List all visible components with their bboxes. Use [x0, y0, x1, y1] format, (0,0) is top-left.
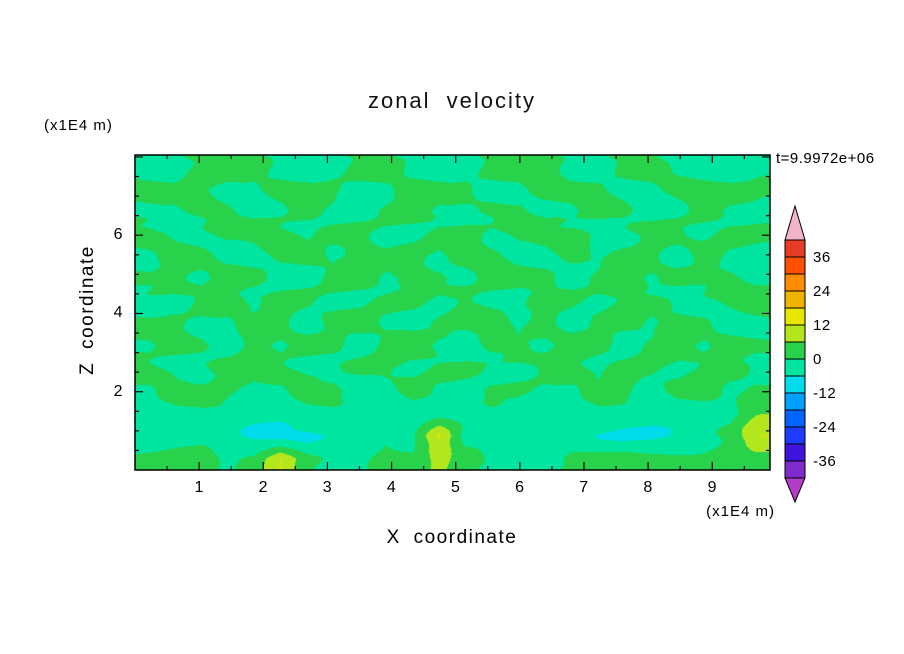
contour-field	[135, 155, 770, 470]
y-axis-units-label: (x1E4 m)	[44, 117, 113, 134]
y-tick-label: 6	[113, 226, 123, 244]
x-tick-label: 9	[707, 479, 717, 496]
x-tick-label: 2	[258, 479, 268, 496]
x-axis-title: X coordinate	[386, 527, 518, 548]
colorbar-tick-label: 36	[813, 249, 831, 266]
x-tick-label: 6	[515, 479, 525, 496]
x-tick-label: 7	[579, 479, 589, 496]
x-tick-label: 1	[194, 479, 204, 496]
x-tick-label: 3	[322, 479, 333, 496]
colorbar-tick-label: 0	[813, 351, 822, 368]
colorbar-tick-label: -12	[813, 385, 837, 402]
colorbar-tick-label: 24	[813, 283, 831, 300]
colorbar-tick-label: -24	[813, 419, 837, 436]
time-annotation: t=9.9972e+06	[776, 150, 875, 167]
colorbar-tick-label: -36	[813, 453, 837, 470]
x-tick-label: 5	[451, 479, 461, 496]
colorbar-tick-label: 12	[813, 317, 831, 334]
chart-title: zonal velocity	[367, 88, 537, 113]
y-tick-label: 2	[113, 382, 123, 400]
x-tick-label: 8	[643, 479, 653, 496]
y-tick-label: 4	[113, 304, 123, 322]
x-axis-units-label: (x1E4 m)	[706, 503, 775, 520]
x-tick-label: 4	[386, 479, 397, 496]
